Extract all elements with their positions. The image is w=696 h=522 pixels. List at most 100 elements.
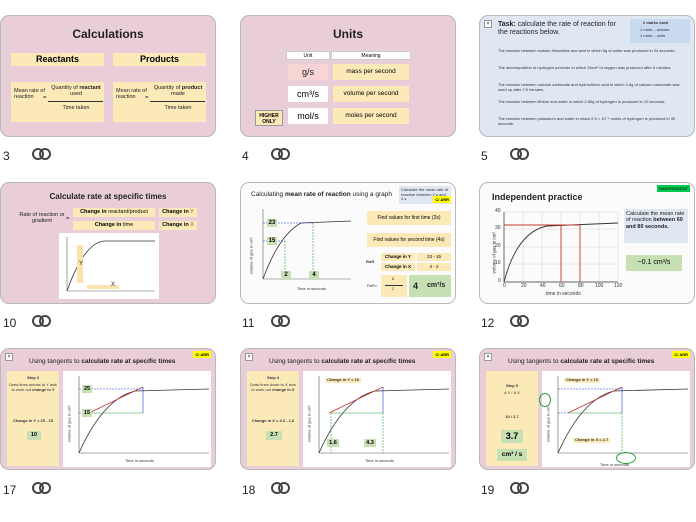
higher-only-label: HIGHER ONLY bbox=[255, 110, 283, 126]
slide-title: Units bbox=[333, 27, 363, 41]
fraction-text: 10 / 2.7 bbox=[505, 414, 519, 419]
step-box bbox=[7, 371, 59, 466]
task-text: calculate the rate of reaction for the r… bbox=[498, 21, 616, 37]
link-icon[interactable] bbox=[32, 482, 54, 496]
step-text-bold: change in Y bbox=[32, 386, 55, 392]
change-x-bottom: Change in X = 2.7 bbox=[573, 437, 611, 443]
change-y-value: 23 - 15 bbox=[417, 253, 451, 261]
question-text: Calculate the mean rate of reaction betw… bbox=[626, 211, 688, 230]
step-box bbox=[247, 371, 299, 466]
question-text-1: Calculate the mean rate of reaction bbox=[626, 211, 685, 224]
link-icon[interactable] bbox=[510, 148, 532, 162]
step-label: Step 3 bbox=[26, 375, 39, 380]
highlight-circle-y bbox=[539, 393, 551, 407]
tangent-graph bbox=[542, 371, 690, 467]
result-value: 4 bbox=[413, 281, 419, 291]
slide-thumbnail-12[interactable]: Independent practice INDEPENDENT 40 30 2… bbox=[479, 182, 695, 304]
fraction-line bbox=[385, 285, 403, 286]
graph-y-label: volume of gas in cm³ bbox=[545, 405, 551, 443]
change-y-1: Change in bbox=[162, 209, 189, 215]
meaning-cell: volume per second bbox=[333, 86, 409, 102]
change-y: Change in Y bbox=[159, 208, 197, 217]
change-x-label: Change in X bbox=[381, 263, 415, 271]
fraction-denominator: 2 bbox=[392, 286, 395, 291]
step-first-time: Find values for first time (2s) bbox=[367, 211, 451, 225]
fraction-box bbox=[381, 275, 407, 297]
product-quantity-2: made bbox=[171, 91, 185, 98]
graph-y-label: volume of gas in cm³ bbox=[491, 232, 497, 274]
result-value: 2.7 bbox=[266, 431, 282, 440]
arr-badge: C/ ARR bbox=[672, 351, 690, 358]
y-tick: 40 bbox=[495, 208, 501, 214]
slide-thumbnail-19[interactable]: × Using tangents to calculate rate at sp… bbox=[479, 348, 695, 470]
product-mean-rate: Mean rate of reaction bbox=[116, 88, 147, 101]
change-y-text: Change in Y = 25 - 15 bbox=[13, 418, 53, 423]
slide-number-10: 10 bbox=[3, 316, 17, 330]
meaning-cell: moles per second bbox=[333, 108, 409, 124]
slide-thumbnail-18[interactable]: × Using tangents to calculate rate at sp… bbox=[240, 348, 456, 470]
slide-thumbnail-11[interactable]: Calculating mean rate of reaction using … bbox=[240, 182, 456, 304]
link-icon[interactable] bbox=[271, 482, 293, 496]
graph-x-label: Time in seconds bbox=[600, 462, 629, 467]
graph-x-label: Time in seconds bbox=[297, 286, 326, 291]
reactants-header: Reactants bbox=[11, 53, 104, 66]
slide-number-18: 18 bbox=[242, 483, 256, 497]
change-time-2: time bbox=[122, 222, 134, 228]
value-2: 2 bbox=[281, 271, 291, 279]
link-icon[interactable] bbox=[271, 148, 293, 162]
unit-cell: g/s bbox=[288, 64, 328, 80]
step-text-1: Draw lines down to X axis to work out bbox=[250, 382, 296, 392]
slide-title: Independent practice bbox=[492, 192, 583, 202]
equals-sign: = bbox=[66, 216, 70, 222]
note-text: Calculate the mean rate of reaction betw… bbox=[401, 187, 448, 202]
slide-title: Using tangents to calculate rate at spec… bbox=[508, 358, 654, 365]
slide-thumbnail-4[interactable]: Units Unit Meaning g/s mass per second c… bbox=[240, 15, 456, 137]
change-x: Change in X bbox=[159, 221, 197, 230]
slide-number-19: 19 bbox=[481, 483, 495, 497]
graph-x-label: Time in seconds bbox=[125, 458, 154, 463]
unit-cell: mol/s bbox=[288, 108, 328, 124]
task-item-1: The reaction between sodium thiosulfate … bbox=[498, 48, 676, 53]
value-1-6: 1.6 bbox=[327, 439, 339, 447]
slide-thumbnail-17[interactable]: × Using tangents to calculate rate at sp… bbox=[0, 348, 216, 470]
reactant-time: Time taken bbox=[62, 105, 90, 111]
x-tick: 80 bbox=[578, 283, 584, 289]
product-equals: = bbox=[145, 95, 149, 101]
ror-label: RoR bbox=[366, 259, 375, 264]
axis-x-label: X bbox=[111, 282, 116, 288]
task-label: Task: bbox=[498, 21, 516, 28]
x-tick: 100 bbox=[595, 283, 604, 289]
axis-y-label: Y bbox=[79, 261, 84, 267]
arr-badge: C/ ARR bbox=[433, 196, 451, 203]
product-quantity: Quantity of product made bbox=[150, 85, 206, 98]
slide-title-1: Using tangents to bbox=[269, 358, 320, 365]
slide-thumbnail-10[interactable]: Calculate rate at specific times Rate of… bbox=[0, 182, 216, 304]
value-23: 23 bbox=[267, 219, 277, 227]
slide-title-1: Using tangents to bbox=[29, 358, 80, 365]
value-4-3: 4.3 bbox=[364, 439, 376, 447]
x-tick: 20 bbox=[521, 283, 527, 289]
reactant-mean-rate: Mean rate of reaction bbox=[14, 88, 45, 101]
slide-title: Calculate rate at specific times bbox=[49, 192, 167, 201]
slide-thumbnail-5[interactable]: × Task: calculate the rate of reaction f… bbox=[479, 15, 695, 137]
step-second-time: Find values for second time (4s) bbox=[367, 233, 451, 247]
slide-thumbnail-3[interactable]: Calculations Reactants Products Mean rat… bbox=[0, 15, 216, 137]
value-15: 15 bbox=[267, 237, 277, 245]
slide-title: Using tangents to calculate rate at spec… bbox=[29, 358, 175, 365]
slide-number-11: 11 bbox=[242, 316, 255, 330]
result-unit: cm³ / s bbox=[497, 449, 527, 461]
link-icon[interactable] bbox=[32, 315, 54, 329]
product-fraction-line bbox=[150, 101, 205, 102]
y-tick: 20 bbox=[495, 243, 501, 249]
link-icon[interactable] bbox=[32, 148, 54, 162]
graph-y-label: volume of gas in cm³ bbox=[306, 405, 312, 443]
x-tick: 40 bbox=[540, 283, 546, 289]
link-icon[interactable] bbox=[510, 482, 532, 496]
tangent-graph bbox=[303, 371, 451, 467]
change-x-text: Change in X = 4.3 - 1.6 bbox=[251, 418, 295, 423]
meaning-column-header: Meaning bbox=[331, 51, 411, 60]
arr-badge: C/ ARR bbox=[433, 351, 451, 358]
link-icon[interactable] bbox=[271, 315, 293, 329]
task-item-3: The reaction between calcium carbonate a… bbox=[498, 82, 680, 92]
link-icon[interactable] bbox=[510, 315, 532, 329]
